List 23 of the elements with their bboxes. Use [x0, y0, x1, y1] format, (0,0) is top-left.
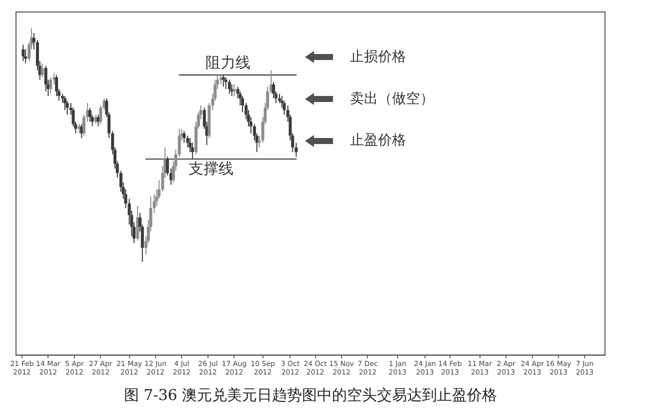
candlestick: [66, 100, 69, 116]
candlestick: [186, 135, 190, 148]
candlestick: [190, 142, 194, 160]
text: 图 7-36 澳元兑美元日趋势图中的空头交易达到止盈价格: [124, 386, 498, 404]
candlestick: [182, 130, 186, 144]
candlestick: [228, 79, 231, 94]
candlestick: [152, 194, 156, 214]
series-label: 支撑线: [188, 159, 234, 178]
candlestick: [63, 96, 66, 111]
candlestick: [44, 65, 48, 92]
candlestick: [232, 84, 236, 97]
annotation: 止盈价格: [350, 132, 406, 149]
candlestick: [55, 74, 58, 97]
candlestick: [88, 107, 92, 122]
annotation: 卖出（做空）: [350, 90, 434, 107]
candlestick: [22, 44, 25, 62]
annotation: 止损价格: [350, 48, 406, 65]
candlestick: [136, 205, 140, 242]
candlestick: [40, 62, 44, 78]
series-label: 阻力线: [205, 53, 250, 72]
candlestick: [49, 76, 52, 94]
candlestick: [224, 76, 228, 90]
candlestick: [272, 82, 276, 99]
